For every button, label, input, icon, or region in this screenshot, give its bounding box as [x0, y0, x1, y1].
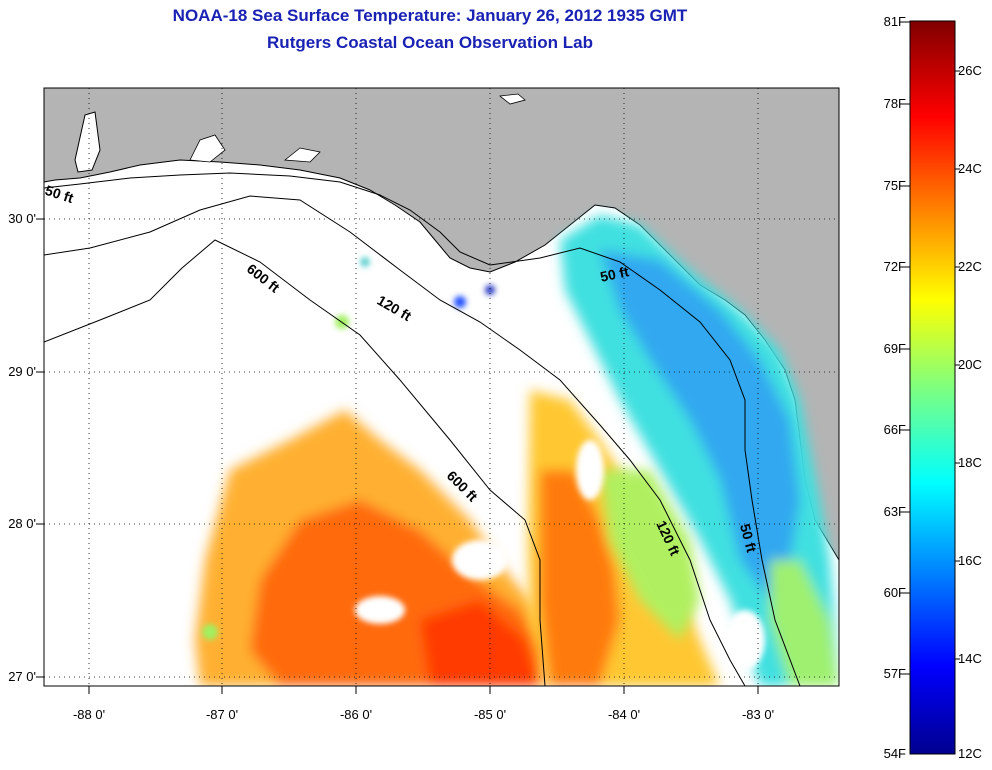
mobile-bay [74, 111, 101, 173]
colorbar-c-22: 22C [958, 259, 982, 274]
colorbar-f-60: 60F [883, 585, 906, 600]
lon-label-83: -83 0' [741, 707, 775, 722]
warm-water-patch [195, 410, 550, 686]
cool-water-band [560, 215, 839, 686]
colorbar-ticks [905, 21, 960, 675]
inland-lake [498, 93, 526, 105]
lon-label-86: -86 0' [339, 707, 373, 722]
pensacola-bay [189, 134, 226, 163]
colorbar-f-75: 75F [883, 178, 906, 193]
isobath-120ft [44, 195, 746, 686]
lon-label-87: -87 0' [205, 707, 239, 722]
colorbar-c-16: 16C [958, 553, 982, 568]
lon-label-85: -85 0' [473, 707, 507, 722]
colorbar [909, 20, 956, 755]
lat-label-29: 29 0' [8, 364, 36, 379]
colorbar-f-78: 78F [883, 96, 906, 111]
isobath-600ft [44, 239, 546, 686]
colorbar-f-72: 72F [883, 259, 906, 274]
map-subtitle: Rutgers Coastal Ocean Observation Lab [267, 33, 593, 52]
lat-label-28: 28 0' [8, 516, 36, 531]
map-frame [43, 87, 840, 687]
scattered-patches [202, 257, 765, 670]
colorbar-c-18: 18C [958, 455, 982, 470]
lon-label-84: -84 0' [607, 707, 641, 722]
map-title: NOAA-18 Sea Surface Temperature: January… [172, 6, 688, 25]
colorbar-f-57: 57F [883, 666, 906, 681]
colorbar-c-26: 26C [958, 63, 982, 78]
colorbar-c-14: 14C [958, 651, 982, 666]
colorbar-f-63: 63F [883, 504, 906, 519]
tick-marks [36, 218, 759, 694]
colorbar-c-12: 12C [958, 746, 982, 761]
lon-label-88: -88 0' [72, 707, 106, 722]
choctaw-bay [283, 147, 321, 163]
colorbar-c-24: 24C [958, 161, 982, 176]
lat-label-27: 27 0' [8, 669, 36, 684]
colorbar-c-20: 20C [958, 357, 982, 372]
colorbar-f-66: 66F [883, 422, 906, 437]
colorbar-f-54: 54F [883, 746, 906, 761]
colorbar-f-81: 81F [883, 14, 906, 29]
colorbar-f-69: 69F [883, 341, 906, 356]
lat-label-30: 30 0' [8, 211, 36, 226]
